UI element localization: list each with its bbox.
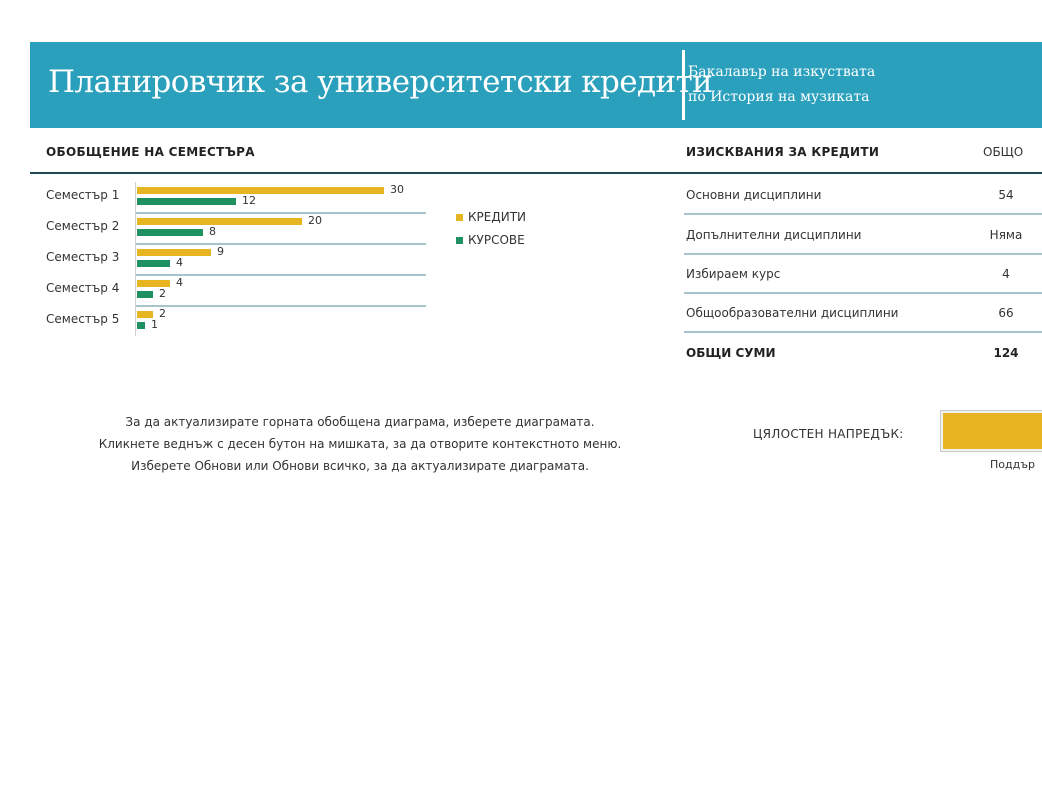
legend-credits: КРЕДИТИ xyxy=(456,210,526,224)
req-row-rule xyxy=(684,213,1042,215)
semester-label: Семестър 5 xyxy=(46,312,120,326)
req-row-label: Основни дисциплини xyxy=(686,188,822,202)
bar-courses xyxy=(137,291,153,298)
title-banner: Планировчик за университетски кредити Ба… xyxy=(30,42,1042,128)
chart-row-rule xyxy=(136,212,426,214)
degree-line-2: по История на музиката xyxy=(688,89,870,105)
bar-credits xyxy=(137,280,170,287)
degree-line-1: Бакалавър на изкуствата xyxy=(688,64,876,80)
instruction-line-1: За да актуализирате горната обобщена диа… xyxy=(125,415,595,429)
chart-row-rule xyxy=(136,243,426,245)
bar-credits xyxy=(137,218,302,225)
bar-credits xyxy=(137,311,153,318)
bar-courses-label: 2 xyxy=(159,287,166,300)
semester-label: Семестър 2 xyxy=(46,219,120,233)
bar-credits-label: 30 xyxy=(390,183,404,196)
req-totals-label: ОБЩИ СУМИ xyxy=(686,346,776,360)
bar-courses xyxy=(137,322,145,329)
req-row-label: Допълнителни дисциплини xyxy=(686,228,862,242)
header-rule xyxy=(30,172,1042,174)
semester-label: Семестър 3 xyxy=(46,250,120,264)
bar-credits-label: 20 xyxy=(308,214,322,227)
bar-courses xyxy=(137,198,236,205)
semester-label: Семестър 1 xyxy=(46,188,120,202)
req-row-rule xyxy=(684,331,1042,333)
legend-credits-label: КРЕДИТИ xyxy=(468,210,526,224)
legend-courses-swatch xyxy=(456,237,463,244)
instruction-line-3: Изберете Обнови или Обнови всичко, за да… xyxy=(131,459,589,473)
legend-courses-label: КУРСОВЕ xyxy=(468,233,525,247)
progress-sublabel: Поддър xyxy=(990,458,1035,471)
req-row-value: Няма xyxy=(989,228,1023,242)
semester-summary-title: ОБОБЩЕНИЕ НА СЕМЕСТЪРА xyxy=(46,145,255,159)
req-row-label: Избираем курс xyxy=(686,267,781,281)
req-row-value: 66 xyxy=(998,306,1014,320)
req-row-rule xyxy=(684,292,1042,294)
chart-row-rule xyxy=(136,305,426,307)
bar-courses-label: 1 xyxy=(151,318,158,331)
legend-courses: КУРСОВЕ xyxy=(456,233,525,247)
instruction-line-2: Кликнете веднъж с десен бутон на мишката… xyxy=(98,437,622,451)
bar-courses-label: 12 xyxy=(242,194,256,207)
bar-credits-label: 2 xyxy=(159,307,166,320)
chart-axis xyxy=(135,182,136,336)
overall-progress-bar xyxy=(940,410,1042,452)
page-title: Планировчик за университетски кредити xyxy=(48,64,713,100)
bar-courses-label: 8 xyxy=(209,225,216,238)
bar-courses-label: 4 xyxy=(176,256,183,269)
req-row-label: Общообразователни дисциплини xyxy=(686,306,899,320)
legend-credits-swatch xyxy=(456,214,463,221)
bar-credits-label: 9 xyxy=(217,245,224,258)
bar-credits xyxy=(137,249,211,256)
banner-divider xyxy=(682,50,685,120)
req-row-value: 54 xyxy=(998,188,1014,202)
chart-row-rule xyxy=(136,274,426,276)
bar-courses xyxy=(137,260,170,267)
req-totals-value: 124 xyxy=(993,346,1019,360)
total-column-header: ОБЩО xyxy=(983,145,1024,159)
bar-credits xyxy=(137,187,384,194)
req-row-value: 4 xyxy=(1002,267,1010,281)
bar-courses xyxy=(137,229,203,236)
overall-progress-fill xyxy=(943,413,1042,449)
credit-requirements-title: ИЗИСКВАНИЯ ЗА КРЕДИТИ xyxy=(686,145,880,159)
req-row-rule xyxy=(684,253,1042,255)
semester-label: Семестър 4 xyxy=(46,281,120,295)
bar-credits-label: 4 xyxy=(176,276,183,289)
overall-progress-label: ЦЯЛОСТЕН НАПРЕДЪК: xyxy=(753,427,904,441)
